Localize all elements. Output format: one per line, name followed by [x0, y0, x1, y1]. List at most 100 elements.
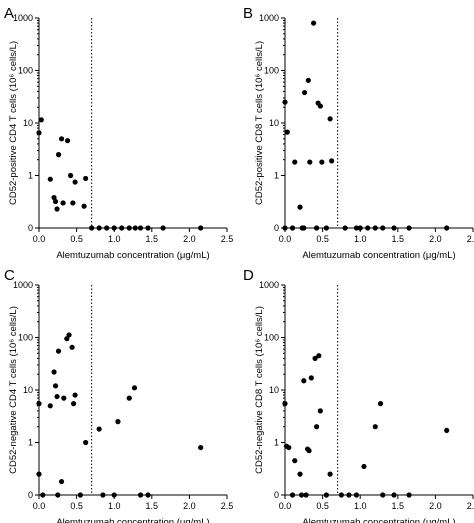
data-point — [380, 492, 386, 498]
data-point — [47, 176, 53, 182]
y-tick-label: 100 — [264, 333, 279, 343]
data-point — [198, 225, 204, 231]
y-tick-label: 1 — [28, 171, 33, 181]
data-point — [72, 179, 78, 185]
data-point — [312, 355, 318, 361]
x-tick-label: 0.5 — [70, 234, 83, 244]
data-point — [444, 427, 450, 434]
y-tick-label: 10 — [23, 118, 33, 128]
data-point — [346, 492, 352, 498]
data-point — [137, 492, 144, 498]
x-tick-label: 2.5 — [221, 234, 234, 244]
data-point — [289, 225, 296, 231]
y-axis-title: CD52-negative CD4 T cells (10⁶ cells/L) — [8, 306, 19, 474]
data-point — [307, 159, 313, 165]
data-point — [66, 332, 72, 338]
data-point — [64, 138, 71, 144]
data-point — [160, 225, 166, 231]
x-tick-label: 2.0 — [183, 234, 196, 244]
data-point — [317, 408, 323, 414]
data-point — [77, 492, 83, 498]
x-tick-label: 1.5 — [392, 501, 405, 511]
x-tick-label: 1.0 — [108, 501, 121, 511]
x-tick-label: 2.5 — [467, 234, 474, 244]
data-point — [55, 152, 62, 158]
x-tick-label: 0.5 — [70, 501, 83, 511]
data-point — [357, 225, 363, 231]
panel-letter: D — [243, 267, 254, 284]
y-tick-label: 1000 — [13, 13, 33, 23]
panel-letter: C — [4, 267, 15, 284]
panel-letter: B — [243, 5, 253, 22]
data-point — [319, 159, 325, 165]
y-tick-label: 100 — [264, 66, 279, 76]
data-point — [391, 492, 397, 498]
data-point — [286, 444, 292, 451]
data-point — [36, 130, 42, 136]
data-point — [353, 492, 360, 498]
data-point — [292, 159, 298, 165]
y-tick-label: 10 — [269, 385, 279, 395]
data-point — [36, 471, 42, 477]
data-point — [313, 225, 320, 231]
data-point — [282, 401, 288, 407]
data-point — [36, 401, 42, 407]
data-point — [55, 348, 62, 354]
data-point — [131, 385, 138, 391]
x-tick-label: 1.5 — [146, 501, 159, 511]
data-point — [70, 200, 76, 206]
y-axis-title: CD52-positive CD4 T cells (10⁶ cells/L) — [8, 41, 19, 205]
data-point — [292, 458, 298, 464]
data-point — [377, 401, 384, 407]
y-axis-title: CD52-positive CD8 T cells (10⁶ cells/L) — [254, 41, 265, 205]
data-point — [72, 392, 78, 398]
data-point — [64, 336, 70, 342]
data-point — [372, 424, 378, 430]
x-tick-label: 1.5 — [392, 234, 405, 244]
data-point — [132, 225, 138, 231]
data-point — [289, 492, 296, 498]
data-point — [111, 225, 117, 231]
x-tick-label: 0.0 — [279, 234, 292, 244]
data-point — [282, 99, 288, 105]
y-tick-label: 1 — [274, 438, 279, 448]
x-tick-label: 0.5 — [316, 234, 329, 244]
data-point — [145, 225, 151, 231]
data-point — [406, 225, 412, 231]
data-point — [58, 136, 65, 142]
data-point — [115, 419, 121, 425]
data-point — [303, 492, 309, 498]
panel-c: C 0 1 10 100 1000 0.0 0.5 1.0 1.5 2.0 2.5 Alemtuzuma… — [4, 267, 233, 523]
x-axis-title: Alemtuzumab concentration (μg/mL) — [302, 250, 455, 261]
data-point — [54, 393, 60, 400]
data-point — [126, 395, 132, 401]
data-point — [317, 103, 323, 109]
panel-a: A 0 1 10 100 1000 0.0 0.5 1.0 1.5 2.0 2.5 Alemtuzuma… — [4, 5, 233, 261]
data-point — [361, 463, 367, 470]
y-tick-label: 0 — [28, 223, 33, 233]
data-point — [310, 20, 317, 26]
y-tick-label: 0 — [28, 490, 33, 500]
data-point — [306, 448, 312, 454]
data-point — [111, 492, 117, 498]
x-tick-label: 1.5 — [146, 234, 159, 244]
data-point — [323, 492, 329, 498]
y-tick-label: 100 — [18, 333, 33, 343]
x-tick-label: 2.0 — [183, 501, 196, 511]
data-point — [406, 492, 412, 498]
data-point — [301, 225, 307, 231]
data-point — [70, 401, 77, 407]
y-tick-label: 1 — [274, 171, 279, 181]
data-point — [145, 492, 151, 498]
data-point — [47, 403, 53, 409]
data-point — [198, 444, 204, 451]
data-point — [372, 225, 378, 231]
data-point — [61, 395, 67, 401]
data-point — [391, 225, 397, 231]
x-tick-label: 2.5 — [221, 501, 234, 511]
y-axis-title: CD52-negative CD8 T cells (10⁶ cells/L) — [254, 306, 265, 474]
data-point — [100, 492, 106, 498]
y-tick-label: 1000 — [13, 280, 33, 290]
data-point — [52, 198, 59, 205]
